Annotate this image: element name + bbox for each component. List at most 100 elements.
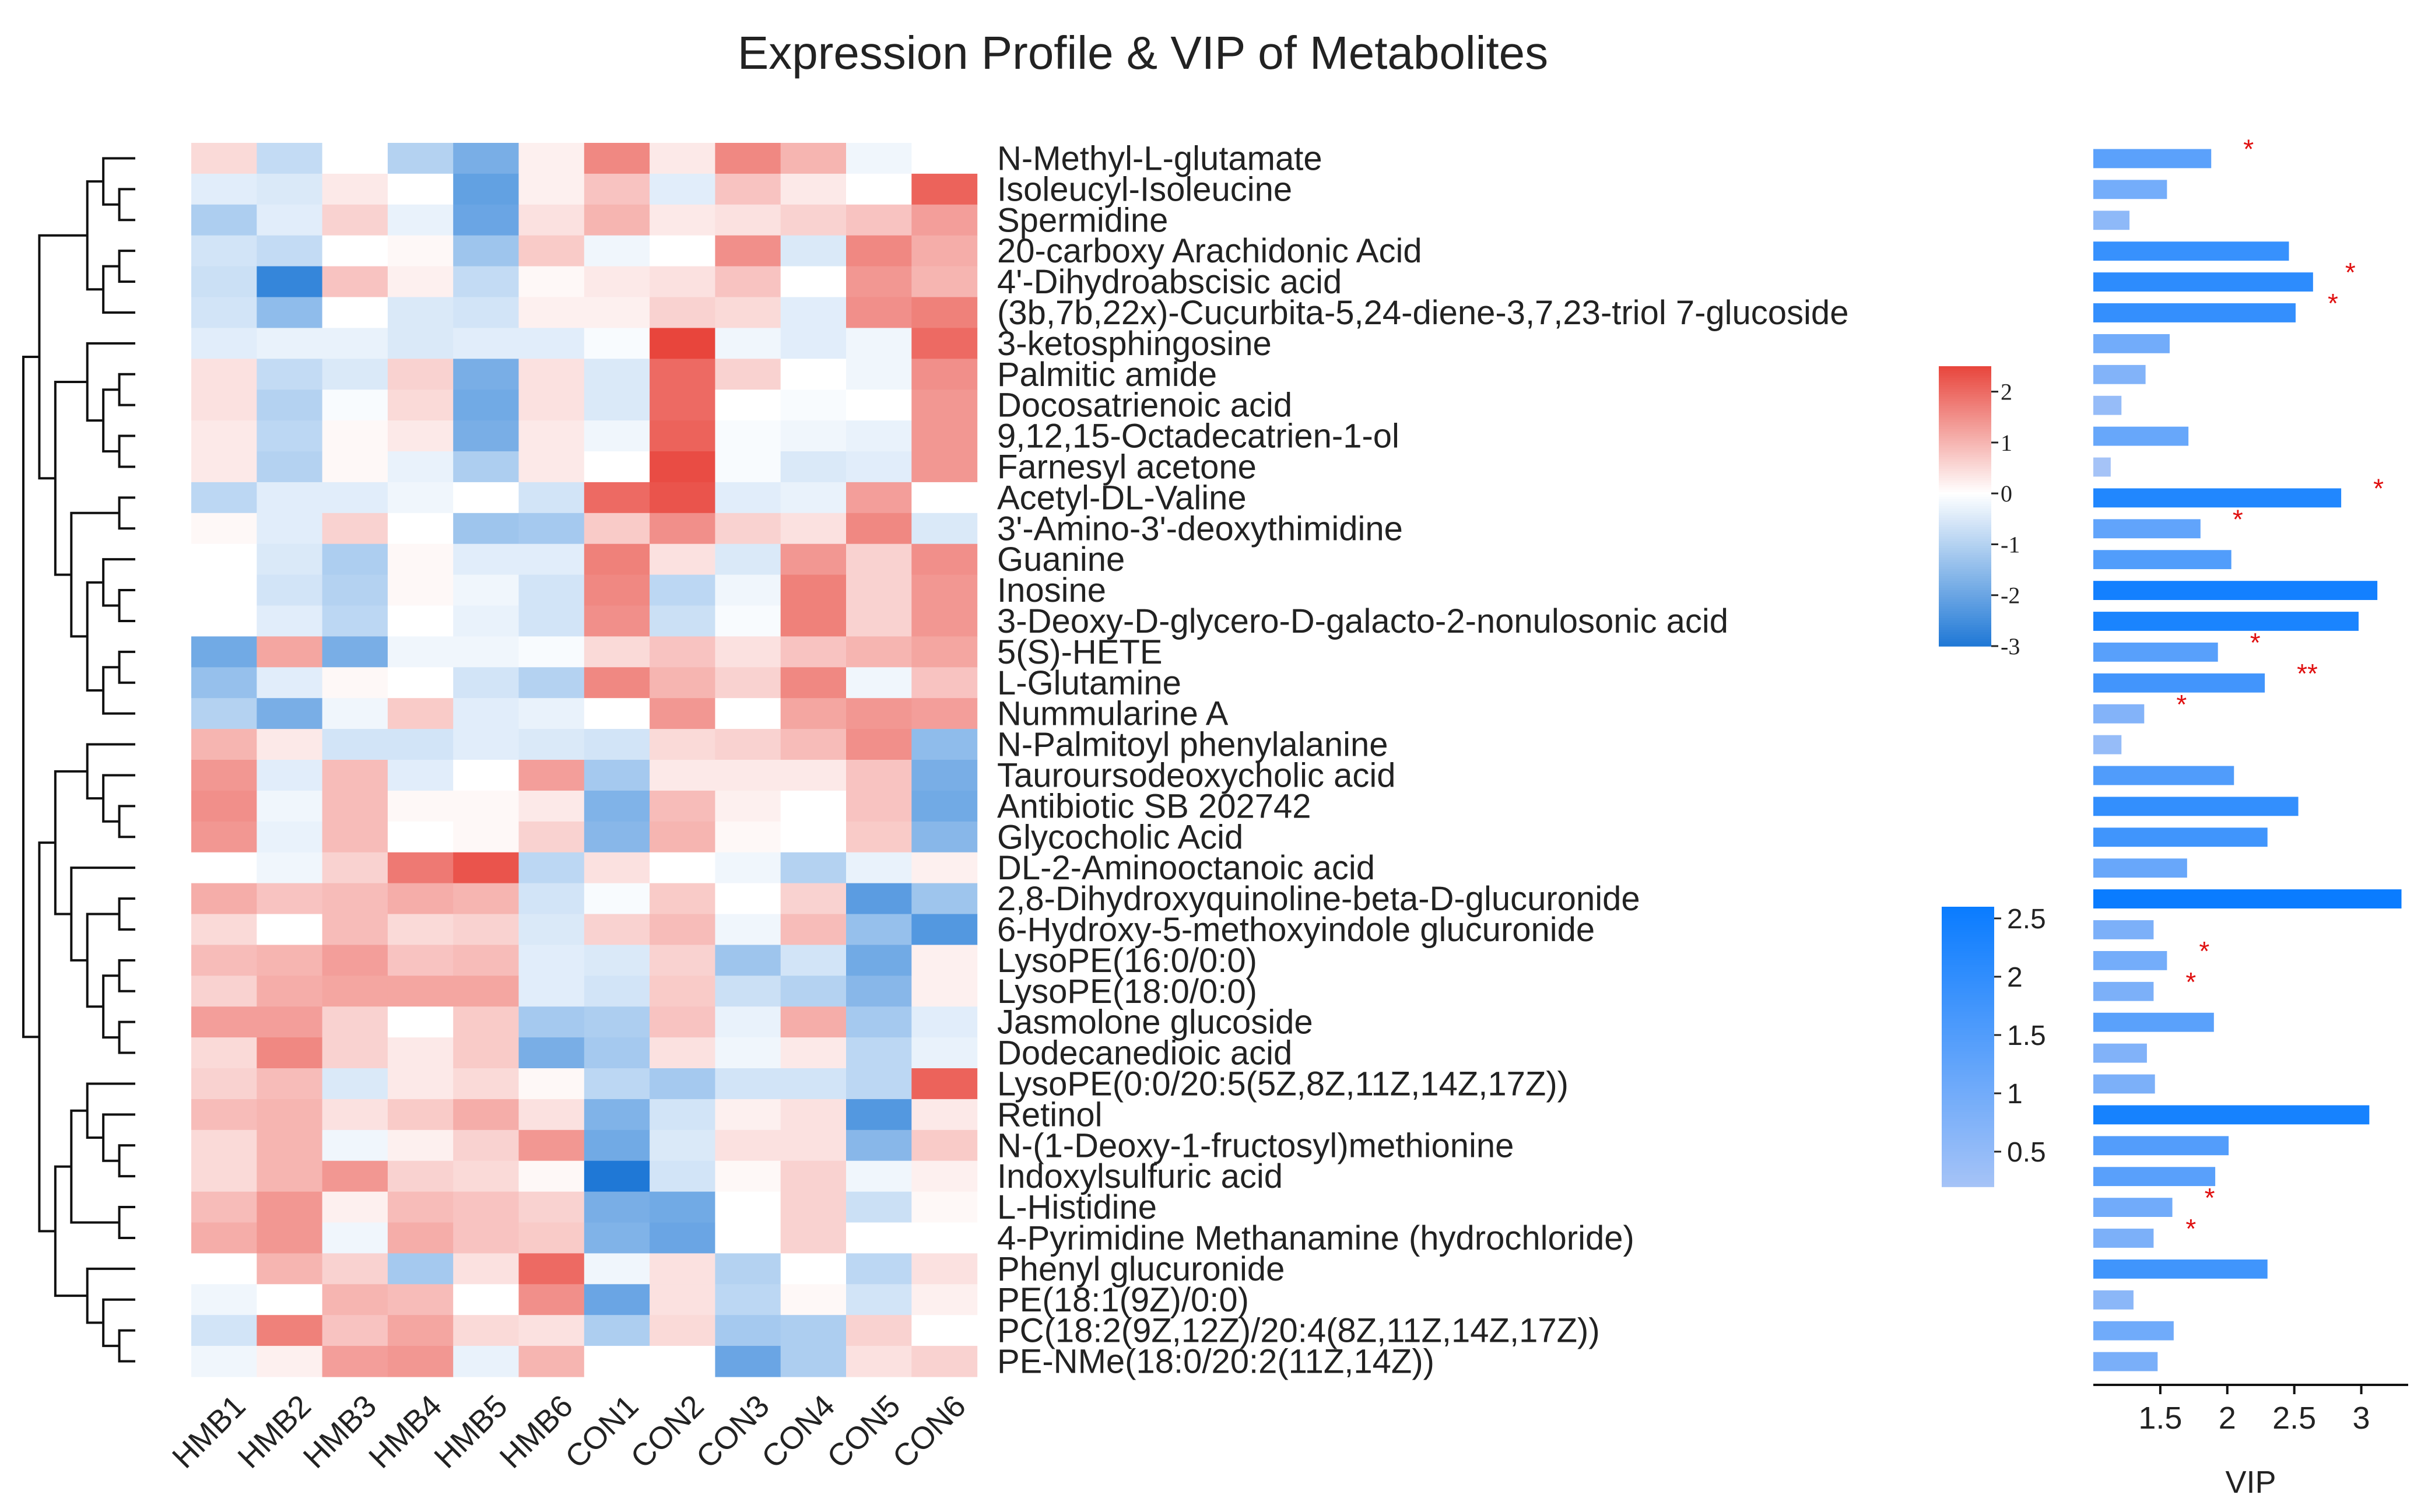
heatmap-cell [257, 297, 323, 328]
colorbar-segment [1939, 616, 1991, 619]
heatmap-cell [846, 698, 912, 729]
heatmap-cell [911, 1191, 978, 1223]
heatmap-cell [911, 1222, 978, 1254]
colorbar-segment [1939, 483, 1991, 486]
heatmap-cell [453, 1068, 520, 1100]
heatmap-cell [387, 297, 454, 328]
heatmap-cell [846, 328, 912, 359]
heatmap-cell [650, 821, 715, 853]
colorbar-segment [1939, 569, 1991, 572]
vip-colorbar-segment [1942, 1098, 1994, 1101]
heatmap-cell [846, 1253, 912, 1285]
heatmap-cell [191, 173, 257, 205]
colorbar-segment [1939, 637, 1991, 640]
metabolite-label: Farnesyl acetone [997, 448, 1257, 486]
colorbar-segment [1939, 611, 1991, 614]
heatmap-cell [715, 543, 781, 576]
significance-star: * [2345, 257, 2356, 287]
vip-colorbar-segment [1942, 1082, 1994, 1085]
heatmap-cell [911, 359, 978, 390]
heatmap-cell [387, 1315, 454, 1346]
dendrogram-branch [102, 157, 135, 206]
heatmap-cell [846, 1284, 912, 1315]
heatmap-cell [191, 1222, 257, 1254]
heatmap-cell [387, 1222, 454, 1254]
sample-label: CON6 [886, 1388, 973, 1475]
metabolite-label: Guanine [997, 541, 1125, 578]
vip-bar [2093, 704, 2145, 724]
heatmap-cell [387, 1068, 454, 1100]
vip-colorbar-segment [1942, 1135, 1994, 1138]
colorbar-segment [1939, 415, 1991, 418]
vip-colorbar-segment [1942, 932, 1994, 935]
heatmap-cell [650, 1068, 715, 1100]
heatmap-cell [584, 451, 650, 483]
colorbar-segment [1939, 504, 1991, 507]
vip-colorbar-segment [1942, 1002, 1994, 1005]
metabolite-label: L-Histidine [997, 1188, 1157, 1226]
heatmap-cell [387, 790, 454, 822]
heatmap-cell [846, 1006, 912, 1038]
heatmap-cell [715, 1099, 781, 1131]
vip-bar [2093, 211, 2130, 230]
colorbar-segment [1939, 564, 1991, 567]
dendrogram-branch [118, 1206, 135, 1239]
dendrogram-branch [118, 959, 135, 992]
heatmap-cell [191, 328, 257, 359]
dendrogram-branch [118, 1144, 135, 1178]
heatmap-cell [191, 1068, 257, 1100]
heatmap-cell [191, 945, 257, 976]
heatmap-cell [780, 266, 847, 298]
colorbar-segment [1939, 441, 1991, 444]
vip-bar [2093, 550, 2232, 570]
heatmap-cell [191, 1099, 257, 1131]
heatmap-cell [191, 359, 257, 390]
heatmap-cell [518, 1253, 585, 1285]
heatmap-cell [453, 451, 520, 483]
colorbar-segment [1939, 406, 1991, 409]
heatmap-cell [453, 790, 520, 822]
heatmap-cell [322, 1160, 388, 1192]
metabolite-label: Palmitic amide [997, 356, 1217, 394]
heatmap-cell [911, 760, 978, 791]
colorbar-segment [1939, 536, 1991, 539]
metabolite-label: (3b,7b,22x)-Cucurbita-5,24-diene-3,7,23-… [997, 294, 1848, 332]
heatmap-cell [780, 945, 847, 976]
colorbar-segment [1939, 599, 1991, 602]
heatmap-cell [780, 420, 847, 452]
heatmap-cell [387, 976, 454, 1007]
vip-bar [2093, 920, 2154, 939]
heatmap-cell [584, 1129, 650, 1162]
heatmap-cell [715, 852, 781, 884]
heatmap-cell [257, 359, 323, 390]
colorbar-segment [1939, 466, 1991, 469]
vip-colorbar-segment [1942, 1128, 1994, 1131]
heatmap-cell [911, 482, 978, 514]
heatmap-cell [584, 543, 650, 576]
vip-colorbar-segment [1942, 979, 1994, 982]
vip-bar [2093, 642, 2218, 662]
heatmap-cell [453, 173, 520, 205]
dendrogram-branch [118, 1020, 135, 1054]
heatmap-cell [584, 297, 650, 328]
heatmap-cell [191, 1284, 257, 1315]
heatmap-cell [191, 1346, 257, 1377]
zscore-colorbar: 2 1 0 -1 -2 -3 [1939, 366, 2020, 659]
heatmap-cell [780, 852, 847, 884]
significance-star: * [2199, 936, 2209, 966]
heatmap-cell [322, 914, 388, 945]
metabolite-label: 3'-Amino-3'-deoxythimidine [997, 510, 1403, 548]
heatmap-cell [715, 821, 781, 853]
colorbar-segment [1939, 487, 1991, 490]
colorbar-segment [1939, 499, 1991, 502]
dendrogram-branch [118, 496, 135, 530]
colorbar-segment [1939, 546, 1991, 549]
heatmap-cell [650, 420, 715, 452]
significance-star: * [2185, 967, 2196, 997]
colorbar-segment [1939, 432, 1991, 434]
heatmap-cell [846, 976, 912, 1007]
vip-colorbar-segment [1942, 967, 1994, 970]
vip-colorbar-segment [1942, 991, 1994, 994]
vip-colorbar-segment [1942, 930, 1994, 933]
vip-colorbar-segment [1942, 1035, 1994, 1038]
